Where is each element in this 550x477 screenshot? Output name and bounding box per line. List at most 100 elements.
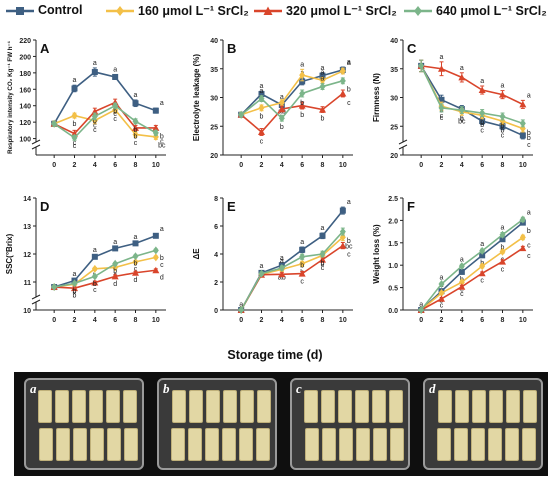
data-point (319, 250, 326, 258)
legend: Control 160 μmol L⁻¹ SrCl₂ 320 μmol L⁻¹ … (0, 0, 550, 22)
significance-label: b (73, 288, 77, 295)
apple-slice (240, 390, 254, 423)
tray-label-a: a (30, 381, 37, 396)
data-point (319, 256, 326, 263)
data-point (438, 295, 445, 302)
significance-label: c (480, 278, 484, 285)
x-tick-label: 0 (52, 162, 56, 169)
data-point (438, 280, 445, 289)
significance-label: b (321, 260, 325, 267)
significance-label: c (160, 138, 164, 145)
significance-label: a (93, 60, 97, 67)
significance-label: a (527, 209, 531, 216)
data-point (152, 253, 159, 262)
data-point (91, 264, 98, 273)
y-tick-label: 200 (19, 54, 31, 61)
series-640-mol-l-srcl: b b b b b (51, 246, 164, 295)
apple-slice (488, 428, 502, 461)
significance-label: b (527, 135, 531, 142)
significance-label: c (440, 113, 444, 120)
tray-a: a (24, 378, 144, 470)
data-point (299, 246, 306, 253)
data-point (438, 288, 445, 297)
data-point (258, 128, 265, 135)
x-tick-label: 0 (52, 317, 56, 324)
data-point (319, 72, 326, 79)
apple-slice (89, 390, 103, 423)
significance-label: b (280, 124, 284, 131)
data-point (152, 266, 160, 274)
x-tick-label: 6 (480, 317, 484, 324)
y-tick-label: 14 (23, 196, 31, 203)
significance-label: b (134, 127, 138, 134)
x-tick-label: 8 (321, 162, 325, 169)
data-point (112, 259, 119, 268)
apple-slice (56, 428, 70, 461)
y-tick-label: 0 (214, 308, 218, 315)
data-point (519, 215, 526, 224)
series-line (240, 69, 344, 116)
x-tick-label: 2 (260, 162, 264, 169)
data-point (71, 284, 78, 292)
data-point (499, 236, 506, 243)
legend-marker-point (414, 6, 422, 16)
x-tick-label: 0 (419, 162, 423, 169)
significance-label: c (480, 128, 484, 135)
data-point (278, 264, 285, 272)
data-point (418, 61, 425, 70)
apple-slice (489, 390, 503, 423)
significance-label: b (321, 115, 325, 122)
series-line (53, 71, 157, 125)
significance-label: c (93, 287, 97, 294)
apple-slice (206, 390, 220, 423)
x-tick-label: 10 (339, 162, 347, 169)
y-tick-label: 0.0 (388, 308, 398, 315)
series-640-mol-l-srcl: ab bb (238, 227, 351, 314)
tray-label-d: d (429, 381, 436, 396)
panel-f: 0.0 0.5 1.0 1.5 2.0 2.5 0 2 4 6 8 10 F Weight loss (%… (372, 196, 533, 324)
apple-slice (257, 390, 271, 423)
significance-label: a (93, 247, 97, 254)
significance-label: a (300, 61, 304, 68)
axis-break-mark (31, 294, 41, 300)
data-point (479, 262, 486, 271)
data-point (339, 227, 346, 236)
apple-slice (338, 390, 352, 423)
significance-label: c (527, 142, 531, 149)
significance-label: c (300, 279, 304, 286)
series-line (240, 231, 344, 311)
data-point (258, 94, 265, 103)
y-tick-label: 2.0 (388, 218, 398, 225)
significance-label: b (160, 255, 164, 262)
data-point (258, 269, 265, 278)
significance-label: a (134, 92, 138, 99)
data-point (51, 283, 58, 292)
significance-label: d (113, 281, 117, 288)
significance-label: a (113, 67, 117, 74)
x-tick-label: 2 (73, 317, 77, 324)
series-line (53, 108, 156, 138)
significance-label: b (501, 123, 505, 130)
significance-label: a (113, 239, 117, 246)
y-tick-label: 0.5 (388, 286, 398, 293)
apple-slice (356, 428, 370, 461)
data-point (152, 232, 159, 239)
y-tick-label: 6 (214, 224, 218, 231)
significance-label: a (527, 92, 531, 99)
legend-marker-640 (404, 6, 432, 16)
x-axis-title: Storage time (d) (227, 348, 323, 362)
significance-label: c (113, 116, 117, 123)
significance-label: a (280, 255, 284, 262)
significance-label: a (347, 199, 351, 206)
data-point (91, 69, 98, 76)
significance-label: b (134, 261, 138, 268)
axis-break-mark (31, 144, 41, 150)
significance-label: a (347, 60, 351, 67)
data-point (438, 65, 445, 72)
y-tick-label: 40 (390, 38, 398, 45)
significance-label: b (480, 122, 484, 129)
legend-marker-point (16, 7, 24, 15)
series-320-mol-l-srcl: a a a a a (417, 54, 531, 109)
tray-label-c: c (296, 381, 302, 396)
